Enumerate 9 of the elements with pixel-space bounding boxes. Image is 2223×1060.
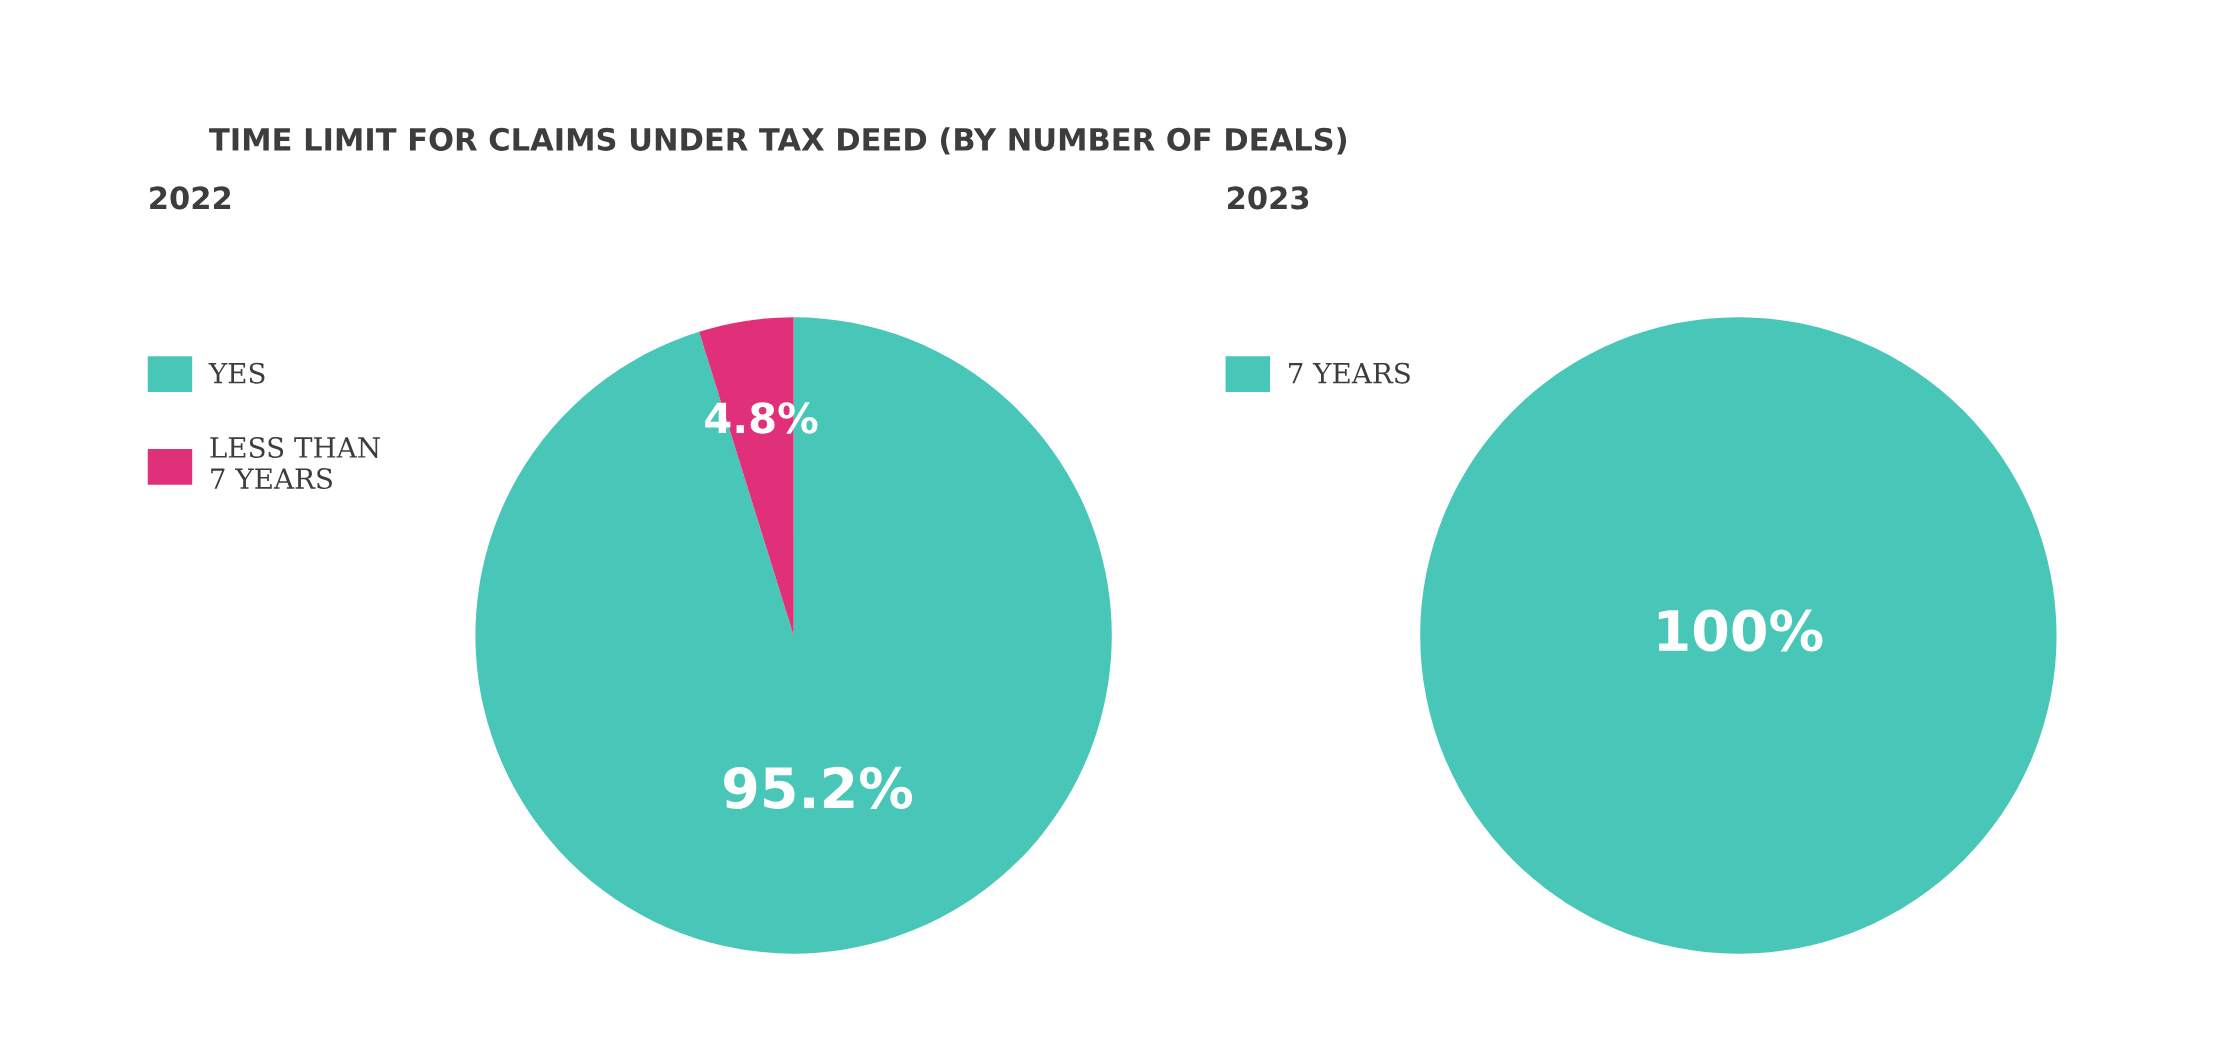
legend-label: 7 YEARS (1289, 362, 1410, 384)
data-label: 100% (1658, 609, 1823, 652)
data-label: 95.2% (724, 766, 913, 809)
legend-label: LESS THAN 7 YEARS (210, 436, 380, 490)
chart-subtitle: 2023 (1228, 186, 1309, 210)
pie-slice (475, 317, 1112, 954)
legend-label: YES (208, 362, 265, 384)
chart-subtitle: 2022 (150, 186, 231, 210)
chart-title: TIME LIMIT FOR CLAIMS UNDER TAX DEED (BY NUMBER OF DEALS) (209, 127, 1347, 155)
